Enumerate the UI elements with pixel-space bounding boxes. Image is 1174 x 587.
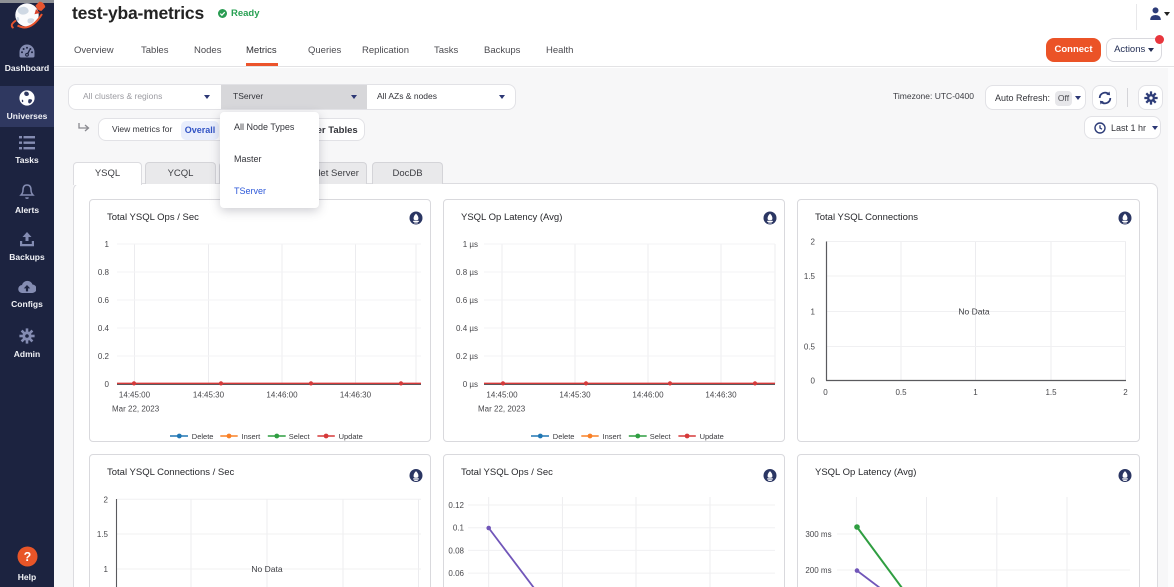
svg-text:No Data: No Data bbox=[251, 564, 282, 574]
svg-text:Insert: Insert bbox=[242, 432, 262, 441]
svg-text:14:46:30: 14:46:30 bbox=[705, 391, 737, 400]
svg-text:Select: Select bbox=[289, 432, 311, 441]
svg-text:Mar 22, 2023: Mar 22, 2023 bbox=[478, 405, 526, 414]
svg-text:0.06: 0.06 bbox=[448, 569, 464, 578]
svg-text:0.4: 0.4 bbox=[98, 324, 110, 333]
svg-text:0.6: 0.6 bbox=[98, 296, 110, 305]
svg-text:Update: Update bbox=[700, 432, 724, 441]
svg-text:14:45:30: 14:45:30 bbox=[193, 391, 225, 400]
svg-text:1.5: 1.5 bbox=[1045, 388, 1057, 397]
svg-text:Update: Update bbox=[339, 432, 363, 441]
svg-text:300 ms: 300 ms bbox=[805, 530, 831, 539]
svg-text:?: ? bbox=[23, 550, 31, 564]
svg-text:1: 1 bbox=[105, 240, 110, 249]
svg-text:14:45:00: 14:45:00 bbox=[119, 391, 151, 400]
svg-text:0.12: 0.12 bbox=[448, 501, 464, 510]
svg-text:0.4 µs: 0.4 µs bbox=[456, 324, 478, 333]
svg-text:0: 0 bbox=[811, 377, 816, 386]
svg-text:0.8: 0.8 bbox=[98, 268, 110, 277]
svg-text:2: 2 bbox=[811, 238, 816, 247]
svg-text:Delete: Delete bbox=[553, 432, 575, 441]
svg-text:1.5: 1.5 bbox=[804, 272, 816, 281]
svg-text:0.5: 0.5 bbox=[804, 343, 816, 352]
svg-text:14:46:30: 14:46:30 bbox=[340, 391, 372, 400]
svg-text:0.6 µs: 0.6 µs bbox=[456, 296, 478, 305]
svg-text:0.2: 0.2 bbox=[98, 352, 110, 361]
svg-text:1: 1 bbox=[104, 565, 109, 574]
svg-text:No Data: No Data bbox=[958, 307, 989, 317]
svg-text:1 µs: 1 µs bbox=[463, 240, 478, 249]
svg-text:1.5: 1.5 bbox=[97, 530, 109, 539]
svg-text:0 µs: 0 µs bbox=[463, 380, 478, 389]
svg-text:14:46:00: 14:46:00 bbox=[266, 391, 298, 400]
svg-text:1: 1 bbox=[811, 308, 816, 317]
svg-text:200 ms: 200 ms bbox=[805, 566, 831, 575]
svg-text:Select: Select bbox=[650, 432, 672, 441]
svg-text:14:45:30: 14:45:30 bbox=[559, 391, 591, 400]
svg-text:0.8 µs: 0.8 µs bbox=[456, 268, 478, 277]
svg-text:1: 1 bbox=[973, 388, 978, 397]
svg-text:0.1: 0.1 bbox=[453, 524, 465, 533]
svg-text:Insert: Insert bbox=[603, 432, 623, 441]
svg-text:0.2 µs: 0.2 µs bbox=[456, 352, 478, 361]
svg-text:0.5: 0.5 bbox=[895, 388, 907, 397]
svg-text:2: 2 bbox=[104, 495, 109, 504]
svg-text:0: 0 bbox=[105, 380, 110, 389]
svg-text:2: 2 bbox=[1123, 388, 1128, 397]
svg-text:14:45:00: 14:45:00 bbox=[486, 391, 518, 400]
svg-text:Mar 22, 2023: Mar 22, 2023 bbox=[112, 405, 160, 414]
svg-text:14:46:00: 14:46:00 bbox=[632, 391, 664, 400]
svg-text:0: 0 bbox=[823, 388, 828, 397]
svg-text:Delete: Delete bbox=[192, 432, 214, 441]
svg-text:0.08: 0.08 bbox=[448, 546, 464, 555]
